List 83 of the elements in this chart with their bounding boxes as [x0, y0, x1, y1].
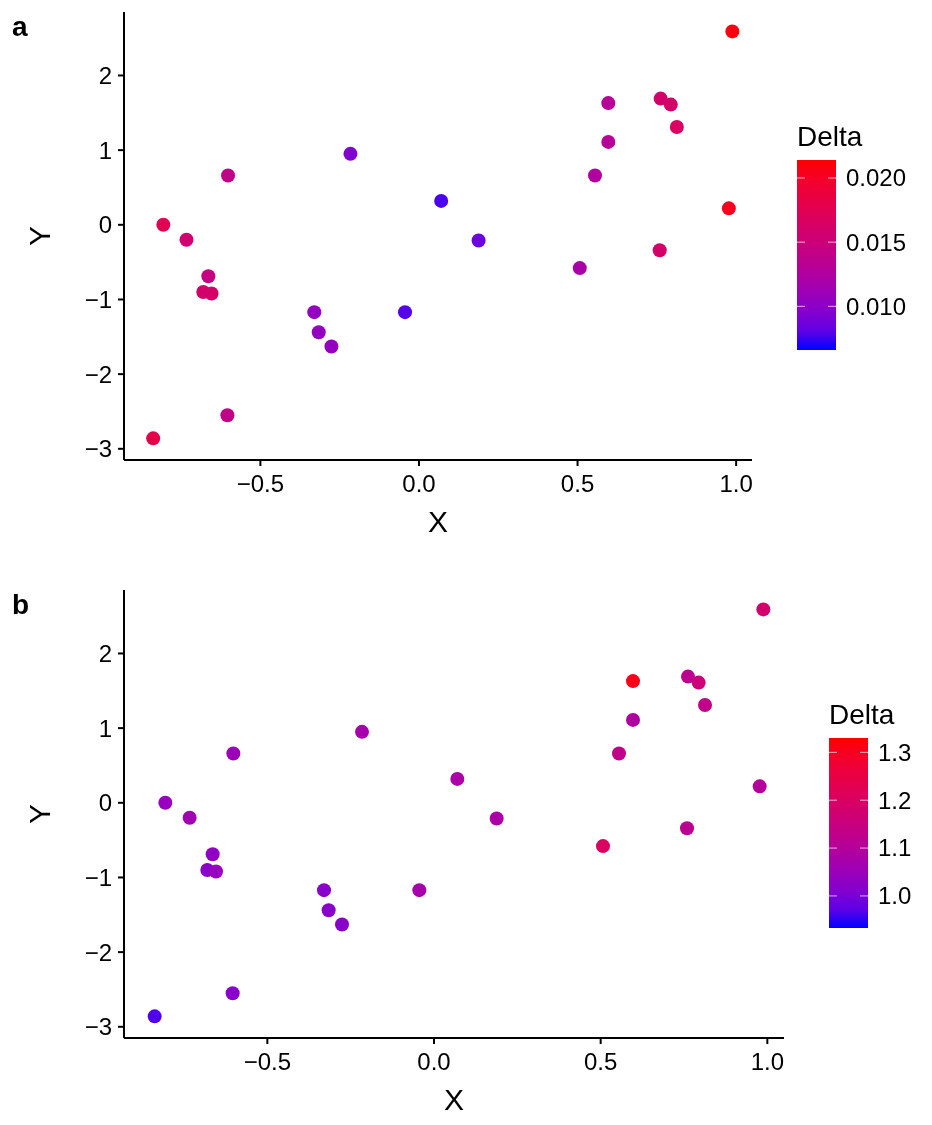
point	[663, 97, 678, 112]
y-tick-label: −3	[84, 1013, 112, 1041]
point	[756, 602, 771, 617]
point	[311, 325, 326, 340]
point	[725, 24, 740, 39]
point	[209, 864, 223, 879]
chart-title: a	[12, 11, 28, 42]
color-bar-label: 1.1	[878, 834, 912, 862]
point	[201, 269, 216, 284]
point	[450, 771, 465, 786]
color-bar-label: 0.015	[846, 228, 907, 256]
point	[398, 305, 413, 320]
x-tick-label: 0.0	[402, 470, 436, 497]
point	[221, 168, 236, 183]
point	[321, 903, 336, 918]
x-tick-label: 0.5	[560, 470, 595, 497]
point	[343, 146, 358, 161]
y-tick-label: −1	[84, 285, 112, 313]
point	[179, 232, 194, 247]
point	[601, 96, 616, 111]
point	[158, 795, 173, 810]
point	[752, 779, 767, 794]
point	[434, 193, 449, 208]
y-tick-label: −2	[84, 938, 112, 966]
y-tick-label: 1	[98, 136, 112, 164]
point	[588, 168, 602, 183]
point	[412, 883, 427, 898]
y-tick-label: −1	[84, 863, 112, 891]
point	[471, 233, 486, 248]
point	[721, 201, 736, 216]
point	[601, 134, 616, 149]
point	[205, 847, 220, 862]
x-tick-label: 1.0	[719, 470, 753, 497]
x-tick-label: 0.5	[583, 1048, 618, 1075]
point	[355, 724, 369, 739]
point	[225, 986, 240, 1001]
point	[626, 712, 640, 727]
point	[572, 261, 587, 276]
point	[147, 1009, 162, 1024]
point	[307, 305, 322, 320]
chart-title: b	[12, 589, 30, 620]
y-axis-title: Y	[23, 225, 56, 247]
x-axis-title: X	[443, 1083, 465, 1116]
color-bar-label: 1.3	[878, 738, 912, 766]
point	[226, 746, 241, 761]
x-axis-title: X	[427, 505, 449, 538]
point	[681, 669, 695, 684]
y-tick-label: 0	[98, 211, 112, 239]
x-tick-label: −0.5	[236, 470, 285, 497]
point	[156, 217, 171, 232]
y-tick-label: 2	[98, 639, 112, 667]
color-bar-label: 1.2	[878, 786, 912, 814]
point	[489, 811, 504, 826]
color-bar-title: Delta	[829, 699, 895, 730]
point	[335, 917, 349, 932]
color-bar-label: 1.0	[878, 882, 912, 910]
point	[596, 839, 610, 854]
point	[669, 119, 684, 134]
point	[691, 675, 706, 690]
point	[317, 883, 331, 898]
color-bar-title: Delta	[797, 121, 863, 152]
color-bar-label: 0.010	[846, 292, 907, 320]
point	[182, 810, 197, 825]
x-tick-label: 1.0	[750, 1048, 785, 1075]
y-tick-label: −2	[84, 360, 112, 388]
color-bar-label: 0.020	[846, 164, 907, 192]
x-tick-label: 0.0	[417, 1048, 451, 1075]
point	[652, 243, 667, 258]
y-tick-label: 0	[98, 789, 112, 817]
point	[612, 746, 626, 761]
point	[680, 821, 694, 836]
point	[653, 91, 668, 106]
point	[220, 408, 235, 423]
y-tick-label: 2	[98, 61, 112, 89]
point	[204, 286, 219, 301]
point	[324, 339, 339, 354]
y-axis-title: Y	[23, 803, 56, 825]
y-tick-label: −3	[84, 435, 112, 463]
point	[146, 431, 161, 446]
y-tick-label: 1	[98, 714, 112, 742]
point	[626, 674, 640, 689]
x-tick-label: −0.5	[243, 1048, 292, 1075]
point	[698, 697, 712, 712]
